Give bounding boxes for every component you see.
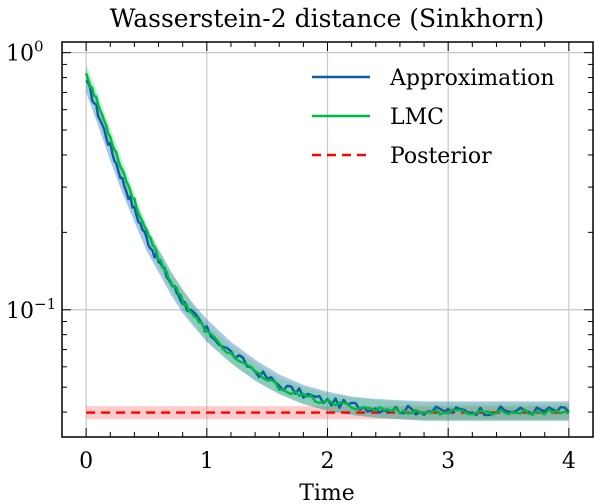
x-tick-label: 2 xyxy=(321,449,335,474)
y-tick-label: 100 xyxy=(6,38,44,67)
x-tick-label: 1 xyxy=(200,449,214,474)
series-line-lmc xyxy=(84,73,570,416)
band-approximation xyxy=(86,69,569,421)
y-axis: 10−1 100 xyxy=(6,38,593,413)
legend-label-approximation: Approximation xyxy=(389,66,555,91)
x-tick-label: 4 xyxy=(562,449,576,474)
legend-label-posterior: Posterior xyxy=(390,144,492,169)
x-tick-label: 0 xyxy=(79,449,93,474)
x-tick-label: 3 xyxy=(441,449,455,474)
legend-label-lmc: LMC xyxy=(390,105,444,130)
chart-title: Wasserstein-2 distance (Sinkhorn) xyxy=(110,4,545,33)
series-lines xyxy=(84,73,570,417)
plot-frame xyxy=(61,41,594,438)
y-tick-label: 10−1 xyxy=(6,295,56,324)
legend: Approximation LMC Posterior xyxy=(312,66,555,169)
x-axis-label: Time xyxy=(299,481,355,504)
grid xyxy=(62,42,593,437)
